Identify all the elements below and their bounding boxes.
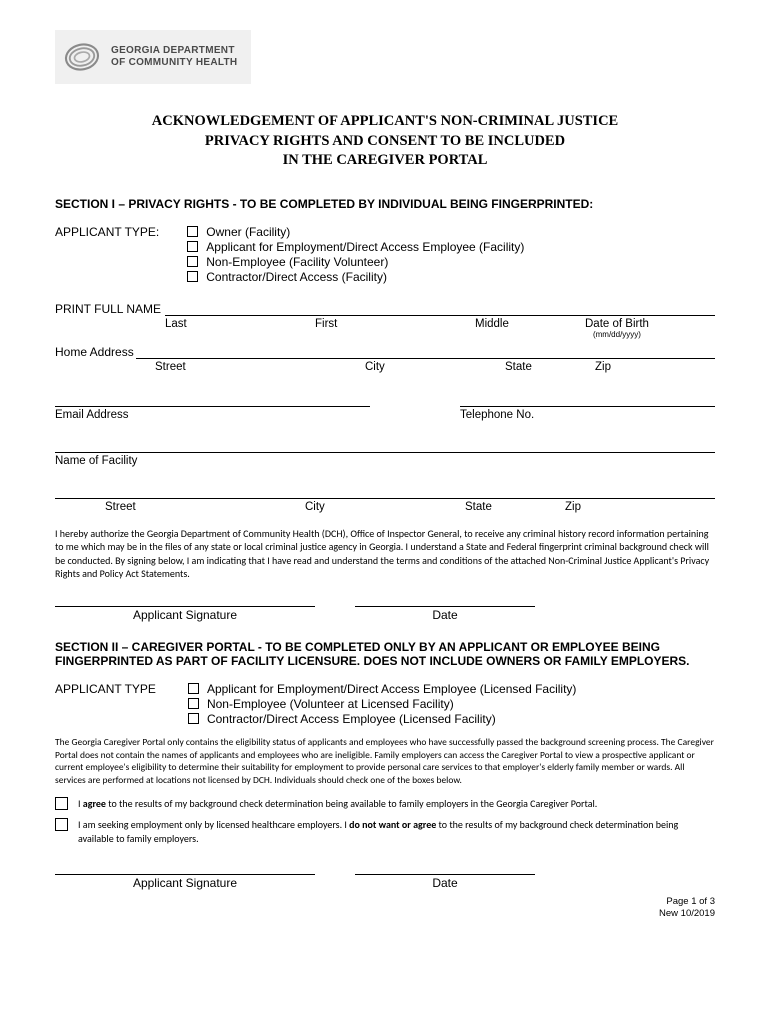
date-label-2: Date: [355, 876, 535, 890]
phone-label: Telephone No.: [460, 409, 715, 421]
checkbox-non-employee[interactable]: [187, 256, 198, 267]
fac-state: State: [465, 501, 565, 513]
agree-text-2: I am seeking employment only by licensed…: [78, 818, 715, 845]
applicant-signature-1[interactable]: [55, 591, 315, 607]
title-line-3: IN THE CAREGIVER PORTAL: [55, 151, 715, 171]
type2-applicant: Applicant for Employment/Direct Access E…: [207, 682, 576, 696]
type-owner: Owner (Facility): [206, 225, 290, 239]
home-address-label: Home Address: [55, 345, 134, 359]
agree-text-1: I agree to the results of my background …: [78, 797, 597, 811]
fac-city: City: [305, 501, 465, 513]
addr-street: Street: [155, 361, 365, 373]
footer-page: Page 1 of 3: [55, 896, 715, 907]
sub-middle: Middle: [475, 318, 585, 339]
sub-dob: Date of Birth: [585, 318, 649, 330]
portal-text: The Georgia Caregiver Portal only contai…: [55, 736, 715, 787]
email-label: Email Address: [55, 409, 370, 421]
type2-contractor: Contractor/Direct Access Employee (Licen…: [207, 712, 496, 726]
type-contractor: Contractor/Direct Access (Facility): [206, 270, 387, 284]
applicant-type-label: APPLICANT TYPE:: [55, 225, 159, 239]
addr-zip: Zip: [595, 361, 611, 373]
authorization-text: I hereby authorize the Georgia Departmen…: [55, 527, 715, 581]
checkbox-contractor[interactable]: [187, 271, 198, 282]
email-field[interactable]: [55, 393, 370, 407]
page-footer: Page 1 of 3 New 10/2019: [55, 896, 715, 919]
section-1-header: SECTION I – PRIVACY RIGHTS - TO BE COMPL…: [55, 197, 715, 211]
fac-street: Street: [105, 501, 305, 513]
date-label-1: Date: [355, 608, 535, 622]
facility-label: Name of Facility: [55, 455, 715, 467]
sig-label-1: Applicant Signature: [55, 608, 315, 622]
checkbox-disagree[interactable]: [55, 818, 68, 831]
logo-text-1: GEORGIA DEPARTMENT: [111, 45, 237, 57]
logo-text-2: OF COMMUNITY HEALTH: [111, 57, 237, 69]
applicant-signature-2[interactable]: [55, 859, 315, 875]
form-title: ACKNOWLEDGEMENT OF APPLICANT'S NON-CRIMI…: [55, 112, 715, 171]
logo-icon: [63, 38, 101, 76]
phone-field[interactable]: [460, 393, 715, 407]
type-applicant-emp: Applicant for Employment/Direct Access E…: [206, 240, 524, 254]
checkbox-applicant-emp[interactable]: [187, 241, 198, 252]
date-field-2[interactable]: [355, 859, 535, 875]
facility-address-field[interactable]: [55, 485, 715, 499]
type2-nonemp: Non-Employee (Volunteer at Licensed Faci…: [207, 697, 454, 711]
checkbox-owner[interactable]: [187, 226, 198, 237]
addr-city: City: [365, 361, 505, 373]
title-line-1: ACKNOWLEDGEMENT OF APPLICANT'S NON-CRIMI…: [55, 112, 715, 132]
facility-name-field[interactable]: [55, 439, 715, 453]
print-name-label: PRINT FULL NAME: [55, 302, 161, 316]
home-address-field[interactable]: [136, 345, 715, 359]
checkbox-contractor-2[interactable]: [188, 713, 199, 724]
applicant-type-label-2: APPLICANT TYPE: [55, 682, 156, 696]
checkbox-applicant-emp-2[interactable]: [188, 683, 199, 694]
full-name-field[interactable]: [165, 302, 715, 316]
agency-logo: GEORGIA DEPARTMENT OF COMMUNITY HEALTH: [55, 30, 251, 84]
date-field-1[interactable]: [355, 591, 535, 607]
section-2-header: SECTION II – CAREGIVER PORTAL - TO BE CO…: [55, 640, 715, 668]
sub-dob-fmt: (mm/dd/yyyy): [585, 330, 649, 339]
sub-last: Last: [165, 318, 315, 339]
sub-first: First: [315, 318, 475, 339]
type-non-employee: Non-Employee (Facility Volunteer): [206, 255, 388, 269]
fac-zip: Zip: [565, 501, 581, 513]
checkbox-agree[interactable]: [55, 797, 68, 810]
sig-label-2: Applicant Signature: [55, 876, 315, 890]
addr-state: State: [505, 361, 595, 373]
title-line-2: PRIVACY RIGHTS AND CONSENT TO BE INCLUDE…: [55, 132, 715, 152]
checkbox-non-emp-2[interactable]: [188, 698, 199, 709]
footer-rev: New 10/2019: [55, 908, 715, 919]
